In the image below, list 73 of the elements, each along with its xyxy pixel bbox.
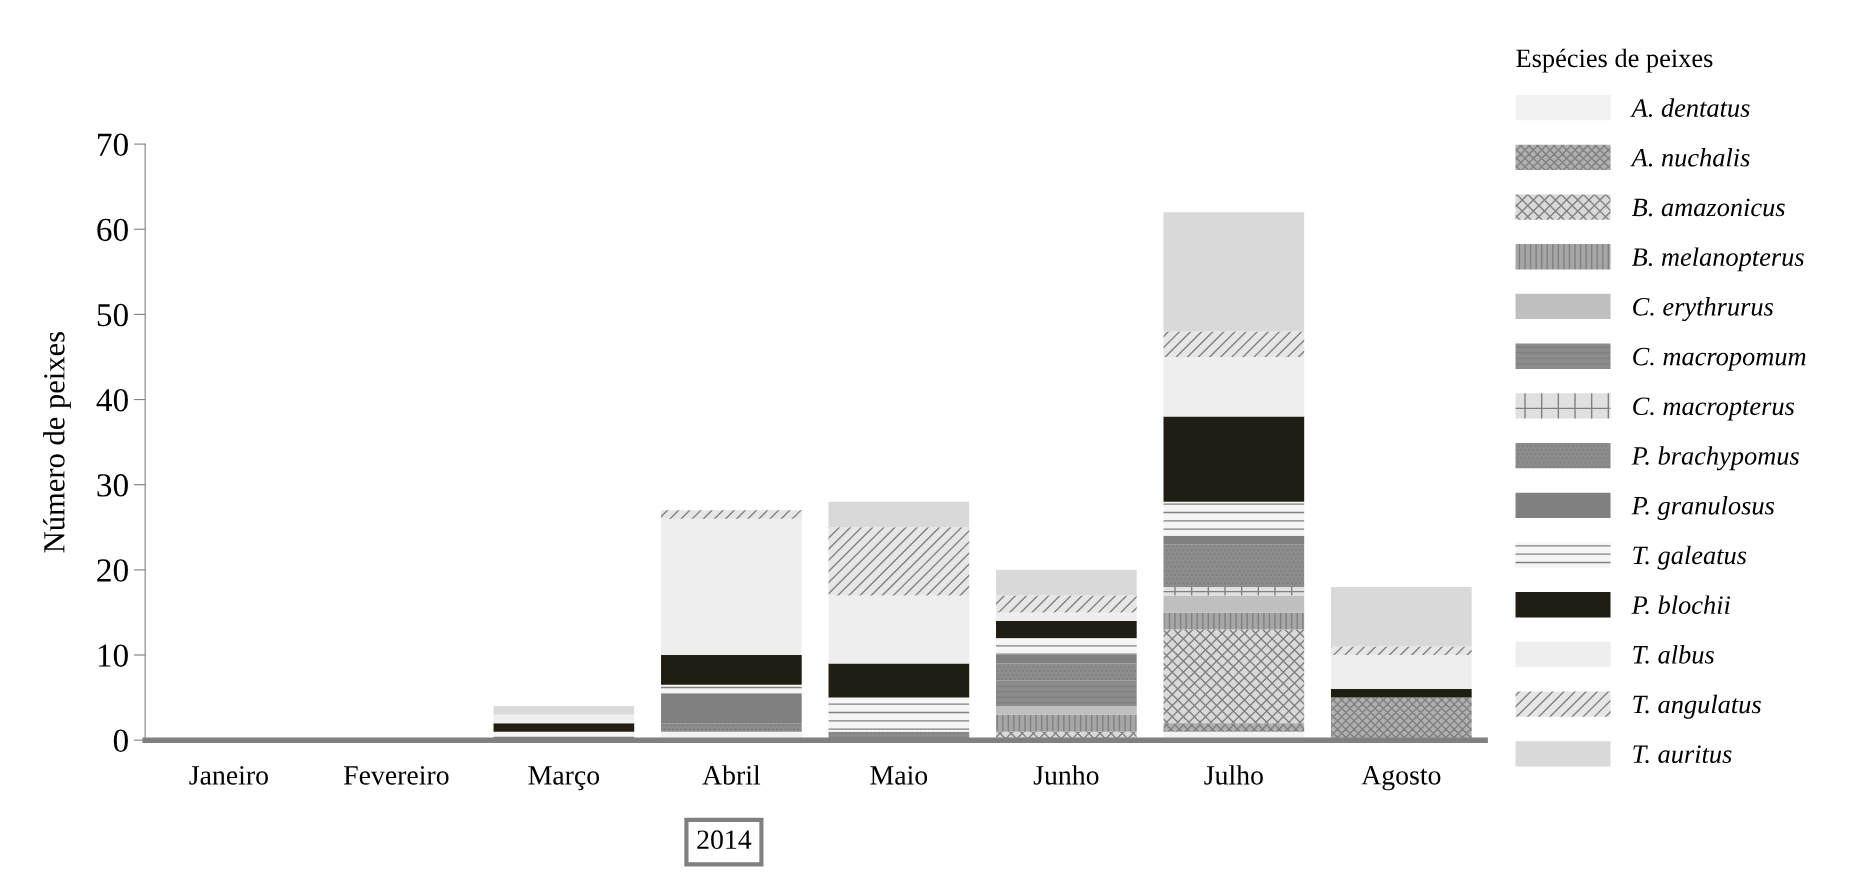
legend-label: T. auritus [1633, 745, 1732, 764]
bar [1330, 655, 1472, 690]
bar [828, 697, 970, 732]
legend-label: P. blochii [1631, 595, 1731, 615]
bar [996, 655, 1137, 664]
bar [1163, 356, 1305, 417]
bar [1163, 331, 1305, 357]
legend-label: P. brachypomus [1631, 446, 1799, 471]
bar [1163, 212, 1305, 332]
y-tick-label: 30 [97, 474, 128, 497]
bar [661, 693, 802, 724]
legend-label: B. melanopterus [1631, 247, 1804, 272]
x-tick-label: Junho [1033, 765, 1099, 785]
y-tick-label: 40 [96, 388, 128, 412]
bar [1330, 646, 1472, 656]
bar [1163, 629, 1305, 724]
legend-label: B. amazonicus [1631, 198, 1785, 217]
y-axis-title: Número de peixes [43, 332, 71, 553]
x-tick-label: Março [528, 766, 600, 791]
bar [661, 510, 802, 519]
bar [1163, 416, 1305, 502]
bar [996, 663, 1137, 681]
bar [1163, 723, 1305, 732]
y-tick-label: 60 [97, 218, 128, 242]
x-tick-label: Agosto [1361, 766, 1441, 791]
bar [661, 655, 802, 685]
bar [828, 501, 970, 528]
bar [1163, 544, 1305, 587]
bar [1163, 501, 1305, 536]
x-tick-label: Julho [1204, 765, 1263, 785]
bar [996, 637, 1137, 656]
bar [996, 706, 1137, 715]
bar [996, 595, 1137, 613]
bar [828, 663, 970, 698]
legend-label: T. galeatus [1633, 545, 1747, 570]
legend-label: C. macropterus [1633, 397, 1795, 421]
bar [1163, 535, 1305, 545]
bar [1163, 586, 1305, 596]
bar [493, 723, 635, 732]
text: 2014 [697, 830, 752, 850]
bar [996, 680, 1137, 707]
x-tick-label: Fevereiro [343, 766, 449, 785]
y-tick-label: 10 [98, 644, 128, 667]
y-tick-label: 0 [113, 729, 128, 753]
bar [661, 518, 802, 656]
bar [493, 714, 635, 724]
legend-label: T. angulatus [1633, 694, 1761, 719]
bar [996, 569, 1137, 596]
y-tick-label: 50 [97, 303, 128, 327]
bar [996, 612, 1137, 621]
bar [828, 527, 970, 596]
legend-label: A. dentatus [1630, 98, 1750, 118]
x-tick-label: Maio [870, 766, 928, 785]
bar [1330, 689, 1472, 698]
bar [661, 723, 802, 732]
legend-label: C. macropomum [1633, 347, 1806, 371]
x-tick-label: Janeiro [189, 766, 268, 785]
bar [1163, 595, 1305, 613]
bar [1163, 612, 1305, 630]
x-tick-label: Abril [702, 765, 761, 785]
legend-label: C. erythrurus [1633, 297, 1774, 322]
bar [661, 684, 802, 694]
legend-title: Espécies de peixes [1516, 48, 1713, 73]
legend-label: P. granulosus [1631, 496, 1775, 520]
y-tick-label: 20 [97, 559, 128, 582]
legend-label: A. nuchalis [1630, 148, 1750, 167]
bar [493, 706, 635, 715]
bar [996, 620, 1137, 638]
bar [996, 714, 1137, 732]
bar [1330, 586, 1472, 647]
y-tick-label: 70 [98, 133, 128, 156]
legend-label: T. albus [1633, 645, 1714, 664]
bar [828, 595, 970, 664]
